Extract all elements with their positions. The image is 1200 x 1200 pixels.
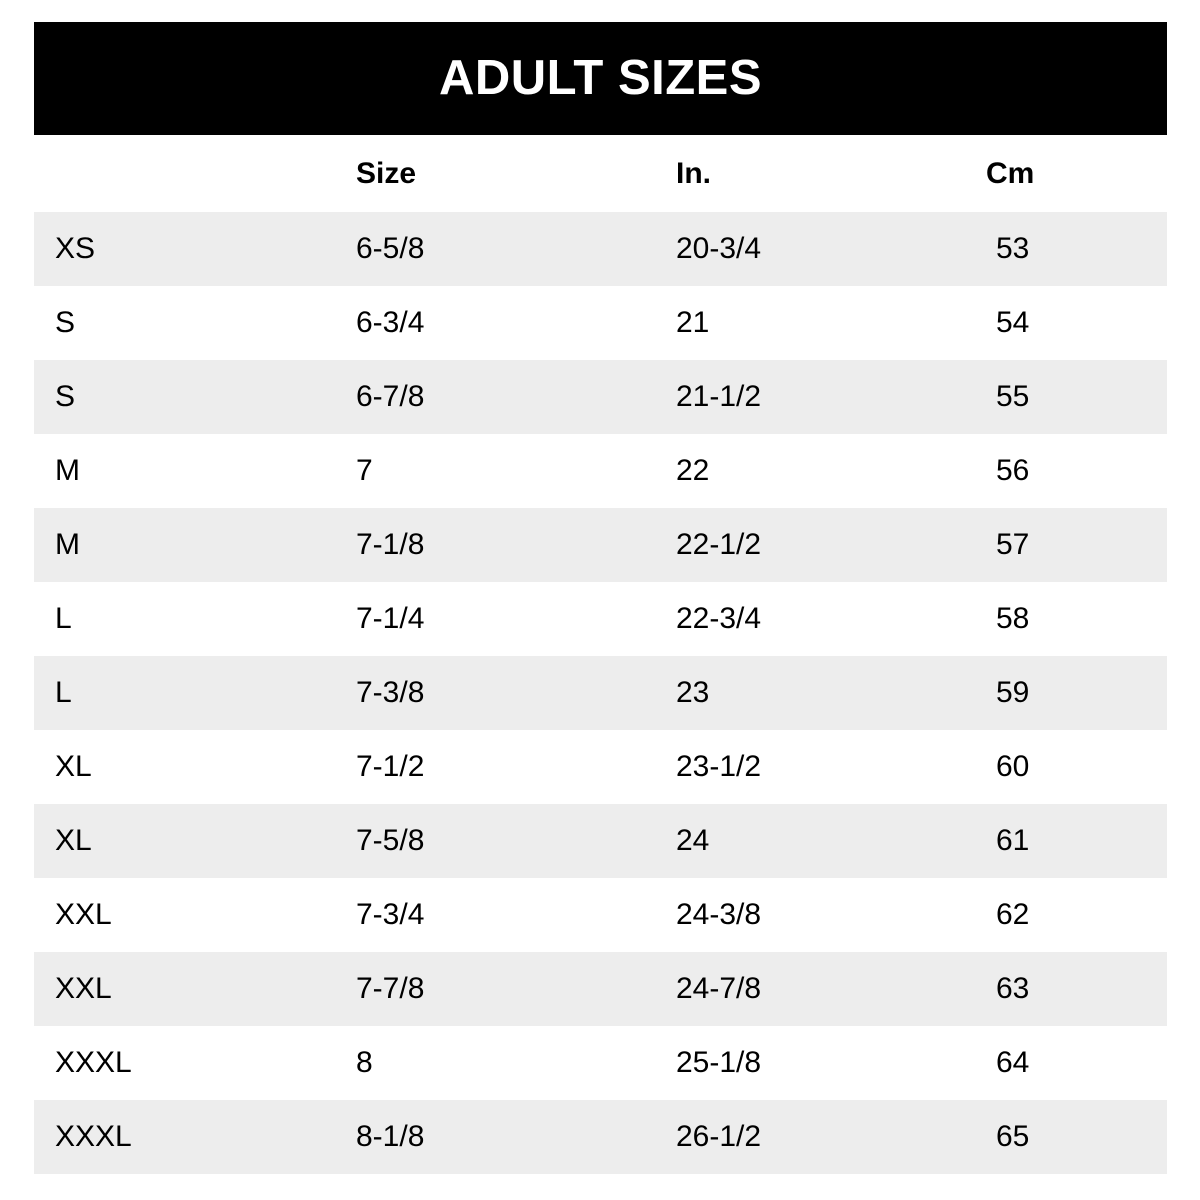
size-label-cell: XXL [34,878,345,952]
size-value-cell: 7-1/8 [345,508,665,582]
cm-value-cell: 58 [975,582,1167,656]
cm-value-cell: 56 [975,434,1167,508]
column-header-inches: In. [665,135,975,212]
cm-value-cell: 63 [975,952,1167,1026]
inches-value-cell: 21 [665,286,975,360]
title-banner: ADULT SIZES [34,22,1167,135]
inches-value-cell: 23 [665,656,975,730]
inches-value-cell: 23-1/2 [665,730,975,804]
table-row: XXXL 8 25-1/8 64 [34,1026,1167,1100]
inches-value-cell: 21-1/2 [665,360,975,434]
size-label-cell: S [34,360,345,434]
cm-value-cell: 59 [975,656,1167,730]
size-label-cell: XXXL [34,1026,345,1100]
size-value-cell: 7-5/8 [345,804,665,878]
inches-value-cell: 25-1/8 [665,1026,975,1100]
table-row: M 7 22 56 [34,434,1167,508]
size-value-cell: 6-7/8 [345,360,665,434]
table-row: S 6-7/8 21-1/2 55 [34,360,1167,434]
size-value-cell: 8-1/8 [345,1100,665,1174]
inches-value-cell: 24-3/8 [665,878,975,952]
table-body: XS 6-5/8 20-3/4 53 S 6-3/4 21 54 S 6-7/8 21-1/2 55 M… [34,212,1167,1174]
size-value-cell: 8 [345,1026,665,1100]
table-row: XS 6-5/8 20-3/4 53 [34,212,1167,286]
size-label-cell: XS [34,212,345,286]
size-label-cell: XXXL [34,1100,345,1174]
table-row: S 6-3/4 21 54 [34,286,1167,360]
inches-value-cell: 22-1/2 [665,508,975,582]
size-value-cell: 7-7/8 [345,952,665,1026]
adult-sizes-table: Size In. Cm XS 6-5/8 20-3/4 53 S 6-3/4 21 54 S 6-… [34,135,1167,1174]
inches-value-cell: 20-3/4 [665,212,975,286]
header-row: Size In. Cm [34,135,1167,212]
cm-value-cell: 61 [975,804,1167,878]
inches-value-cell: 24-7/8 [665,952,975,1026]
size-label-cell: S [34,286,345,360]
table-row: XXXL 8-1/8 26-1/2 65 [34,1100,1167,1174]
size-label-cell: XL [34,730,345,804]
size-label-cell: M [34,434,345,508]
cm-value-cell: 62 [975,878,1167,952]
table-header: Size In. Cm [34,135,1167,212]
size-value-cell: 7-1/4 [345,582,665,656]
size-value-cell: 6-5/8 [345,212,665,286]
size-label-cell: L [34,582,345,656]
cm-value-cell: 57 [975,508,1167,582]
inches-value-cell: 26-1/2 [665,1100,975,1174]
cm-value-cell: 54 [975,286,1167,360]
size-label-cell: XXL [34,952,345,1026]
inches-value-cell: 22-3/4 [665,582,975,656]
table-row: XL 7-1/2 23-1/2 60 [34,730,1167,804]
table-row: XXL 7-3/4 24-3/8 62 [34,878,1167,952]
size-value-cell: 7-1/2 [345,730,665,804]
size-label-cell: XL [34,804,345,878]
page-title: ADULT SIZES [438,51,763,105]
table-row: XXL 7-7/8 24-7/8 63 [34,952,1167,1026]
size-value-cell: 6-3/4 [345,286,665,360]
inches-value-cell: 24 [665,804,975,878]
table-row: L 7-3/8 23 59 [34,656,1167,730]
size-value-cell: 7-3/8 [345,656,665,730]
column-header-size: Size [345,135,665,212]
size-value-cell: 7 [345,434,665,508]
cm-value-cell: 55 [975,360,1167,434]
size-label-cell: L [34,656,345,730]
inches-value-cell: 22 [665,434,975,508]
size-value-cell: 7-3/4 [345,878,665,952]
column-header-cm: Cm [975,135,1167,212]
column-header-label [34,135,345,212]
table-row: M 7-1/8 22-1/2 57 [34,508,1167,582]
table-row: L 7-1/4 22-3/4 58 [34,582,1167,656]
table-row: XL 7-5/8 24 61 [34,804,1167,878]
cm-value-cell: 60 [975,730,1167,804]
size-label-cell: M [34,508,345,582]
cm-value-cell: 53 [975,212,1167,286]
cm-value-cell: 64 [975,1026,1167,1100]
cm-value-cell: 65 [975,1100,1167,1174]
